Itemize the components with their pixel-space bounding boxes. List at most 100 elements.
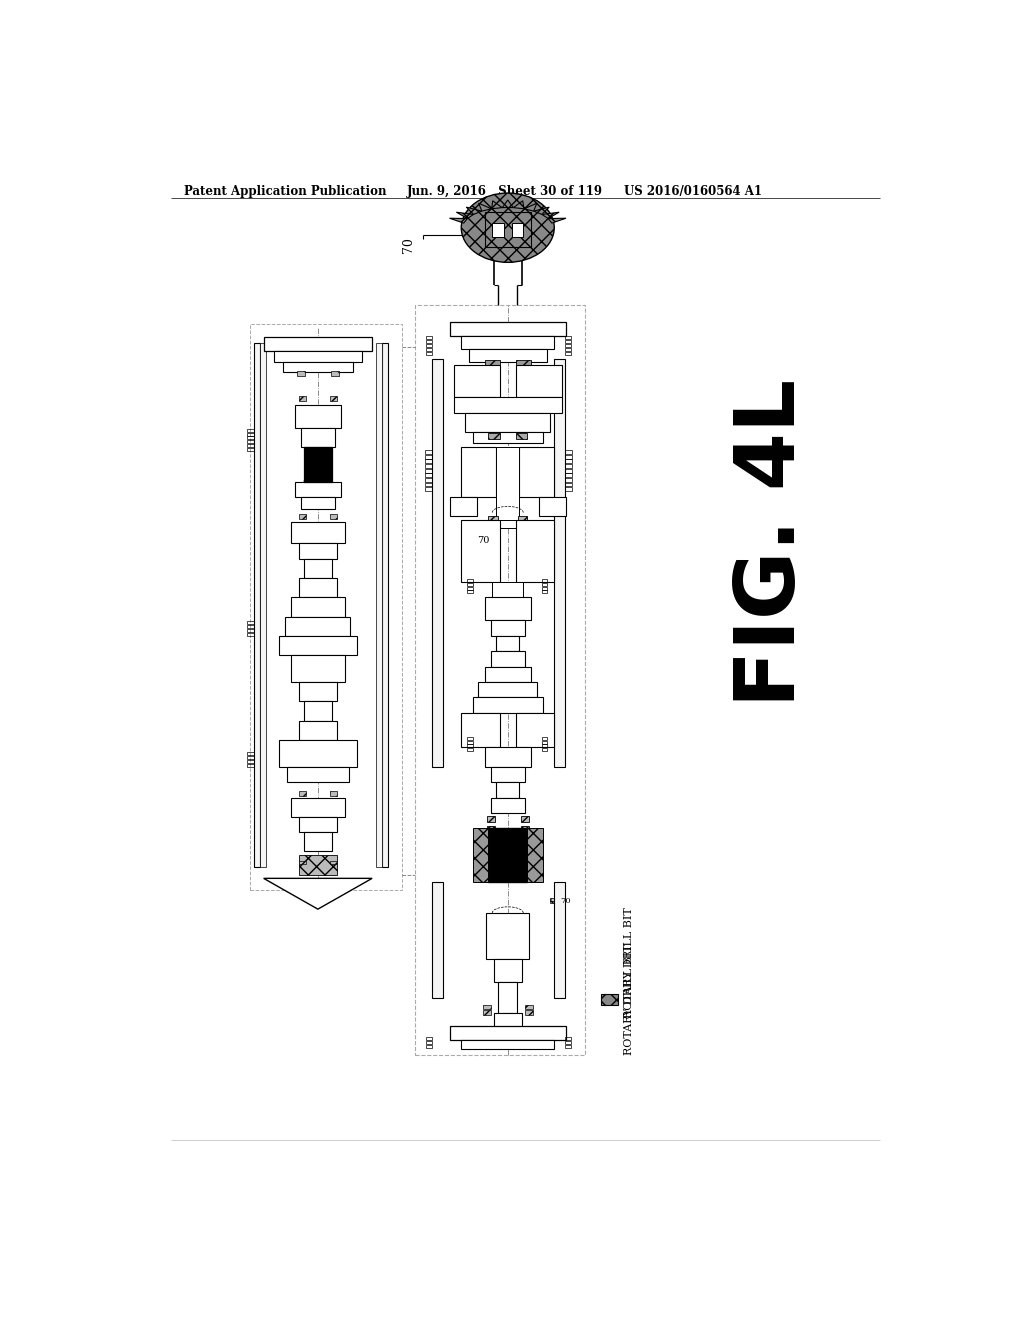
Bar	[467, 578, 473, 582]
Bar	[425, 459, 432, 463]
Bar	[291, 655, 345, 682]
Bar	[467, 737, 473, 739]
Bar	[499, 982, 517, 1014]
Bar	[486, 816, 495, 822]
Bar	[484, 213, 531, 247]
Polygon shape	[524, 203, 537, 211]
Bar	[273, 351, 362, 363]
Bar	[304, 701, 332, 721]
Bar	[426, 351, 432, 355]
Bar	[565, 487, 572, 491]
Bar	[488, 528, 498, 535]
Bar	[473, 829, 488, 882]
Polygon shape	[503, 199, 513, 207]
Bar	[518, 516, 527, 523]
Bar	[304, 447, 332, 482]
Bar	[565, 459, 572, 463]
Bar	[488, 829, 527, 882]
Bar	[426, 348, 432, 351]
Bar	[247, 437, 254, 440]
Bar	[247, 444, 254, 447]
Polygon shape	[542, 213, 559, 219]
Text: Jun. 9, 2016   Sheet 30 of 119: Jun. 9, 2016 Sheet 30 of 119	[407, 185, 603, 198]
Bar	[461, 520, 500, 582]
Bar	[247, 433, 254, 436]
Bar	[467, 582, 473, 586]
Bar	[426, 1044, 432, 1048]
Bar	[550, 899, 560, 903]
Bar	[512, 223, 523, 238]
Bar	[301, 428, 335, 447]
Bar	[432, 359, 442, 767]
Bar	[283, 363, 352, 372]
Bar	[425, 478, 432, 482]
Bar	[247, 628, 254, 632]
Bar	[299, 578, 337, 598]
Bar	[247, 622, 254, 624]
Bar	[473, 432, 543, 444]
Bar	[515, 713, 554, 747]
Bar	[515, 520, 554, 582]
Bar	[521, 816, 528, 822]
Bar	[565, 337, 571, 339]
Bar	[247, 763, 254, 767]
Bar	[247, 756, 254, 759]
Bar	[425, 474, 432, 478]
Bar	[467, 586, 473, 590]
Bar	[565, 450, 572, 454]
Bar	[454, 397, 562, 412]
Bar	[247, 429, 254, 432]
Bar	[493, 223, 504, 238]
Bar	[565, 1044, 571, 1048]
Bar	[524, 1010, 532, 1015]
Bar	[263, 337, 372, 351]
Bar	[299, 861, 306, 865]
Polygon shape	[466, 207, 481, 214]
Bar	[426, 337, 432, 339]
Bar	[291, 521, 345, 544]
Bar	[565, 348, 571, 351]
Bar	[565, 474, 572, 478]
Bar	[542, 741, 547, 743]
Bar	[247, 760, 254, 763]
Bar	[299, 682, 337, 701]
Bar	[330, 861, 337, 865]
Bar	[304, 832, 332, 851]
Bar	[565, 1040, 571, 1044]
Bar	[299, 396, 306, 401]
Bar	[488, 433, 500, 440]
Bar	[299, 721, 337, 739]
Polygon shape	[457, 213, 473, 219]
Bar	[304, 558, 332, 578]
Bar	[450, 322, 566, 335]
Bar	[247, 626, 254, 628]
Bar	[486, 826, 495, 832]
Bar	[565, 483, 572, 487]
Bar	[280, 739, 356, 767]
Bar	[483, 1005, 490, 1010]
Bar	[454, 364, 500, 397]
Polygon shape	[534, 207, 549, 214]
Bar	[295, 405, 341, 428]
Bar	[554, 882, 565, 998]
Bar	[469, 350, 547, 363]
Bar	[500, 520, 515, 528]
Bar	[260, 343, 266, 867]
Text: ROTARY DRILL BIT: ROTARY DRILL BIT	[624, 945, 634, 1056]
Bar	[426, 1040, 432, 1044]
Bar	[565, 455, 572, 459]
Bar	[461, 335, 554, 350]
Bar	[330, 513, 337, 519]
Bar	[299, 792, 306, 796]
Text: ROTARY DRILL BIT: ROTARY DRILL BIT	[624, 908, 634, 1019]
Bar	[287, 767, 349, 781]
Bar	[542, 582, 547, 586]
Polygon shape	[513, 201, 524, 209]
Bar	[494, 960, 521, 982]
Bar	[330, 396, 337, 401]
Bar	[425, 450, 432, 454]
Bar	[493, 582, 523, 598]
Bar	[247, 447, 254, 451]
Bar	[467, 590, 473, 594]
Bar	[490, 651, 524, 667]
